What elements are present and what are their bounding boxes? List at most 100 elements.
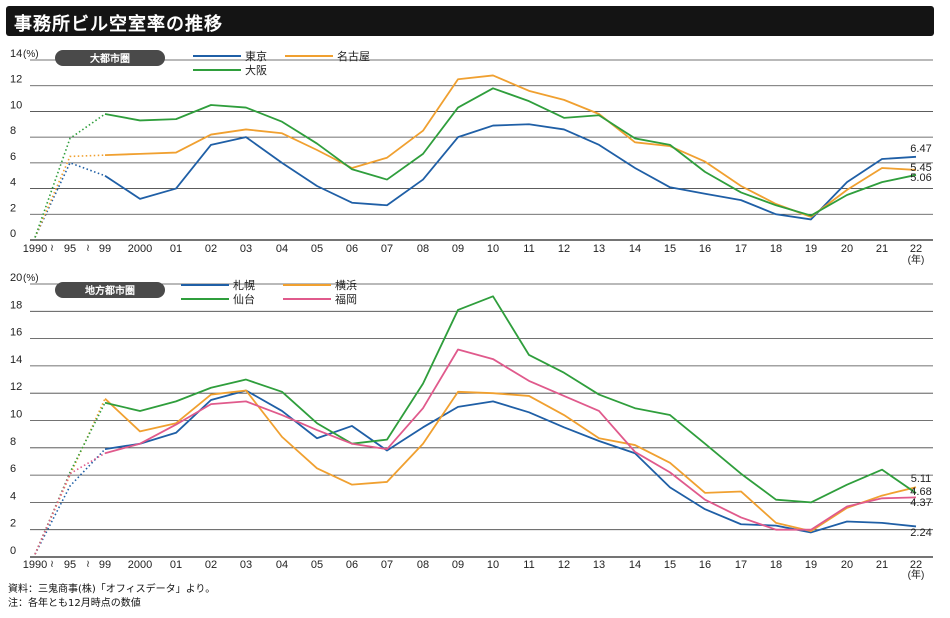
- x-tick-label: 22: [910, 243, 922, 255]
- series-line-early: [34, 402, 106, 555]
- x-tick-label: 12: [558, 243, 570, 255]
- series-line: [104, 87, 917, 217]
- panel-label: 大都市圏: [90, 52, 130, 65]
- x-tick-label: 21: [876, 559, 888, 571]
- footnote-note: 注：各年とも12月時点の数値: [8, 598, 141, 609]
- x-tick-label: 09: [452, 559, 464, 571]
- legend-label: 福岡: [335, 292, 357, 306]
- title-bar: 事務所ビル空室率の推移: [6, 6, 934, 36]
- panel-label: 地方都市圏: [85, 284, 135, 297]
- x-tick-label: 18: [770, 559, 782, 571]
- series-line-early: [34, 161, 106, 238]
- axis-break-mark: ≀: [50, 559, 54, 570]
- series-line-early: [34, 452, 106, 555]
- y-tick-label: 0: [10, 228, 16, 240]
- series-line: [104, 74, 917, 218]
- x-tick-label: 07: [381, 559, 393, 571]
- y-tick-label: 10: [10, 409, 22, 421]
- data-label: 5.45: [910, 162, 931, 174]
- y-tick-label: 16: [10, 327, 22, 339]
- x-tick-label: 03: [240, 559, 252, 571]
- series-line: [104, 295, 917, 504]
- x-tick-label: 95: [64, 559, 76, 571]
- x-tick-label: 14: [629, 243, 641, 255]
- x-tick-label: 06: [346, 243, 358, 255]
- series-line-early: [34, 154, 106, 238]
- x-tick-label: 19: [805, 243, 817, 255]
- x-tick-label: 09: [452, 243, 464, 255]
- panel-label-badge: [55, 50, 165, 66]
- y-tick-label: 0: [10, 545, 16, 557]
- x-tick-label: 15: [664, 243, 676, 255]
- x-tick-label: 02: [205, 243, 217, 255]
- x-tick-label: 1990: [23, 559, 47, 571]
- data-label: 4.68: [910, 486, 931, 498]
- y-tick-label: 6: [10, 151, 16, 163]
- x-tick-label: 02: [205, 559, 217, 571]
- page-title: 事務所ビル空室率の推移: [14, 14, 223, 35]
- x-tick-label: 1990: [23, 243, 47, 255]
- y-tick-label: 4: [10, 490, 16, 502]
- x-tick-label: 01: [170, 243, 182, 255]
- legend-label: 札幌: [233, 278, 255, 292]
- x-tick-label: 07: [381, 243, 393, 255]
- series-line-early: [34, 448, 106, 555]
- y-tick-label: 18: [10, 299, 22, 311]
- x-tick-label: 14: [629, 559, 641, 571]
- x-tick-label: 05: [311, 559, 323, 571]
- y-tick-label: 8: [10, 436, 16, 448]
- year-unit-label: (年): [908, 568, 925, 581]
- unit-label: (%): [23, 49, 39, 60]
- series-line-early: [34, 113, 106, 238]
- legend-label: 大阪: [245, 63, 267, 77]
- series-line: [104, 348, 917, 531]
- x-tick-label: 03: [240, 243, 252, 255]
- x-tick-label: 08: [417, 559, 429, 571]
- x-tick-label: 20: [841, 243, 853, 255]
- x-tick-label: 95: [64, 243, 76, 255]
- x-tick-label: 11: [523, 243, 534, 255]
- x-tick-label: 11: [523, 559, 534, 571]
- x-tick-label: 19: [805, 559, 817, 571]
- y-tick-label: 2: [10, 518, 16, 530]
- x-tick-label: 18: [770, 243, 782, 255]
- y-tick-label: 4: [10, 177, 16, 189]
- x-tick-label: 10: [487, 559, 499, 571]
- x-tick-label: 08: [417, 243, 429, 255]
- x-tick-label: 2000: [128, 559, 152, 571]
- axis-break-mark: ≀: [86, 243, 90, 254]
- panel-label-badge: [55, 282, 165, 298]
- x-tick-label: 17: [735, 559, 747, 571]
- series-line: [104, 123, 917, 221]
- legend-label: 東京: [245, 49, 267, 63]
- x-tick-label: 15: [664, 559, 676, 571]
- legend-label: 仙台: [233, 292, 255, 306]
- x-tick-label: 13: [593, 243, 605, 255]
- x-tick-label: 06: [346, 559, 358, 571]
- y-tick-label: 8: [10, 125, 16, 137]
- x-tick-label: 13: [593, 559, 605, 571]
- data-label: 4.37: [910, 497, 931, 509]
- year-unit-label: (年): [908, 253, 925, 266]
- data-label: 2.24: [910, 527, 931, 539]
- y-tick-label: 20: [10, 272, 22, 284]
- y-tick-label: 14: [10, 354, 22, 366]
- x-tick-label: 20: [841, 559, 853, 571]
- axis-break-mark: ≀: [86, 559, 90, 570]
- y-tick-label: 2: [10, 202, 16, 214]
- x-tick-label: 05: [311, 243, 323, 255]
- legend-label: 横浜: [335, 278, 357, 292]
- x-tick-label: 2000: [128, 243, 152, 255]
- x-tick-label: 04: [276, 243, 288, 255]
- data-label: 5.06: [910, 172, 931, 184]
- y-tick-label: 6: [10, 463, 16, 475]
- x-tick-label: 01: [170, 559, 182, 571]
- unit-label: (%): [23, 273, 39, 284]
- legend-label: 名古屋: [337, 49, 370, 63]
- x-tick-label: 04: [276, 559, 288, 571]
- y-tick-label: 12: [10, 74, 22, 86]
- y-tick-label: 14: [10, 48, 22, 60]
